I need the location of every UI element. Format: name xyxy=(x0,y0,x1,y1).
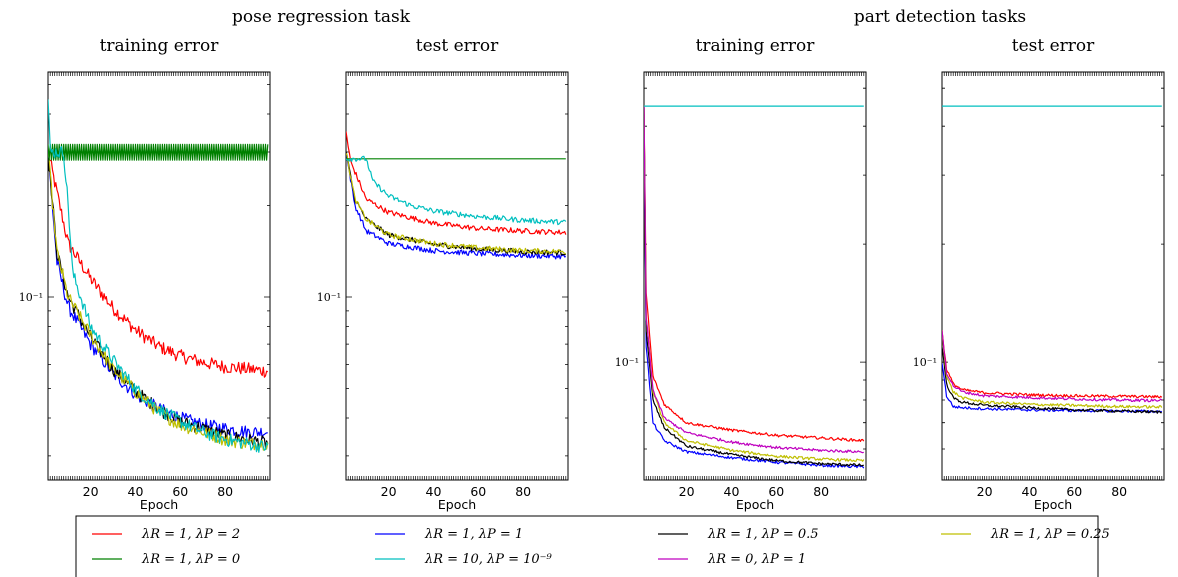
y-ticks xyxy=(644,87,866,481)
group-title-pose: pose regression task xyxy=(232,7,411,27)
series-line-3 xyxy=(48,157,269,449)
series-line-6 xyxy=(346,155,567,226)
series-line-1 xyxy=(346,131,567,236)
series-group xyxy=(942,105,1163,414)
chart-panel-1: training error 10⁻¹ 20 40 60 80 Epoch xyxy=(19,36,271,512)
bottom-minor-ticks xyxy=(941,476,1165,480)
legend-box xyxy=(75,515,1099,577)
series-line-2 xyxy=(346,153,566,260)
y-tick-label: 10⁻¹ xyxy=(19,291,43,304)
x-tick-label: 40 xyxy=(1022,484,1038,499)
series-line-5 xyxy=(644,105,864,454)
x-tick-label: 60 xyxy=(1066,484,1082,499)
plot-frame xyxy=(47,71,271,481)
y-tick-label: 10⁻¹ xyxy=(615,356,639,369)
y-tick-label: 10⁻¹ xyxy=(913,356,937,369)
series-line-4 xyxy=(346,152,567,255)
legend-label: λR = 1, λP = 1 xyxy=(424,527,523,542)
x-tick-label: 20 xyxy=(977,484,993,499)
series-line-1 xyxy=(942,330,1163,399)
x-axis-label: Epoch xyxy=(736,497,774,512)
panel-title: training error xyxy=(100,36,220,56)
bottom-minor-ticks xyxy=(47,476,271,480)
x-tick-label: 40 xyxy=(128,484,144,499)
legend-entry: λR = 1, λP = 0.25 xyxy=(941,527,1110,542)
chart-panel-4: test error 10⁻¹ 20 40 60 80 Epoch xyxy=(913,36,1165,512)
legend-label: λR = 1, λP = 0 xyxy=(141,552,240,567)
x-axis-label: Epoch xyxy=(438,497,476,512)
plot-frame xyxy=(345,71,569,481)
x-tick-label: 60 xyxy=(172,484,188,499)
bottom-minor-ticks xyxy=(345,476,569,480)
top-minor-ticks xyxy=(941,72,1165,76)
x-tick-label: 20 xyxy=(83,484,99,499)
series-group xyxy=(346,131,567,260)
series-line-5 xyxy=(942,330,1163,403)
x-tick-label: 40 xyxy=(426,484,442,499)
x-axis-label: Epoch xyxy=(1034,497,1072,512)
series-line-2 xyxy=(48,153,268,440)
series-group xyxy=(644,105,865,469)
series-line-4 xyxy=(48,152,269,451)
chart-panel-2: test error 10⁻¹ 20 40 60 80 Epoch xyxy=(317,36,569,512)
y-ticks xyxy=(48,84,270,457)
x-axis-label: Epoch xyxy=(140,497,178,512)
legend-label: λR = 10, λP = 10⁻⁹ xyxy=(424,552,553,567)
legend-label: λR = 1, λP = 2 xyxy=(141,527,240,542)
x-tick-label: 20 xyxy=(381,484,397,499)
plot-frame xyxy=(643,71,867,481)
panel-title: test error xyxy=(416,36,499,56)
legend: λR = 1, λP = 2 λR = 1, λP = 1 λR = 1, λP =… xyxy=(75,515,1110,577)
series-group xyxy=(48,99,269,453)
x-tick-label: 60 xyxy=(768,484,784,499)
x-tick-label: 80 xyxy=(1111,484,1127,499)
series-line-6 xyxy=(48,99,269,453)
series-line-3 xyxy=(942,347,1162,414)
plot-frame xyxy=(941,71,1165,481)
legend-entry: λR = 10, λP = 10⁻⁹ xyxy=(375,552,553,567)
top-minor-ticks xyxy=(345,72,569,76)
y-tick-label: 10⁻¹ xyxy=(317,291,341,304)
x-tick-label: 20 xyxy=(679,484,695,499)
chart-panel-3: training error 10⁻¹ 20 40 60 80 Epoch xyxy=(615,36,867,512)
x-tick-label: 80 xyxy=(217,484,233,499)
legend-entry: λR = 1, λP = 1 xyxy=(375,527,523,542)
panel-title: training error xyxy=(696,36,816,56)
legend-label: λR = 1, λP = 0.5 xyxy=(707,527,819,542)
legend-label: λR = 0, λP = 1 xyxy=(707,552,806,567)
x-tick-label: 60 xyxy=(470,484,486,499)
series-line-1 xyxy=(644,106,865,442)
panel-title: test error xyxy=(1012,36,1095,56)
top-minor-ticks xyxy=(47,72,271,76)
x-tick-label: 80 xyxy=(813,484,829,499)
bottom-minor-ticks xyxy=(643,476,867,480)
top-minor-ticks xyxy=(643,72,867,76)
series-line-3 xyxy=(644,107,864,467)
x-tick-label: 80 xyxy=(515,484,531,499)
legend-entry: λR = 0, λP = 1 xyxy=(658,552,806,567)
series-line-5 xyxy=(48,143,269,161)
group-title-part: part detection tasks xyxy=(854,7,1026,27)
legend-entry: λR = 1, λP = 0.5 xyxy=(658,527,819,542)
x-tick-label: 40 xyxy=(724,484,740,499)
series-line-4 xyxy=(644,105,865,462)
series-line-1 xyxy=(48,149,269,378)
series-line-4 xyxy=(942,330,1163,409)
y-ticks xyxy=(942,87,1164,481)
y-ticks xyxy=(346,84,568,457)
legend-entry: λR = 1, λP = 0 xyxy=(92,552,240,567)
legend-entry: λR = 1, λP = 2 xyxy=(92,527,240,542)
legend-label: λR = 1, λP = 0.25 xyxy=(990,527,1110,542)
series-line-2 xyxy=(644,107,865,469)
